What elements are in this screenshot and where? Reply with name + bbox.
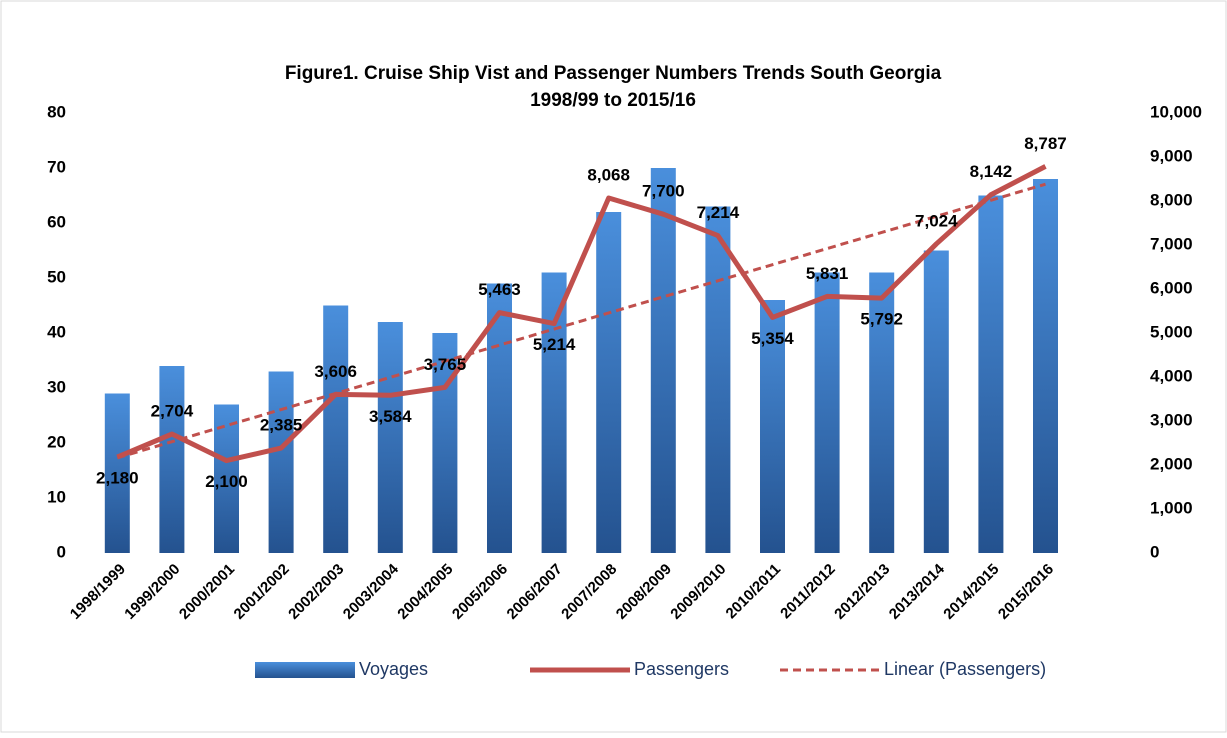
y-tick-label: 10 bbox=[47, 487, 66, 506]
chart-subtitle: 1998/99 to 2015/16 bbox=[530, 90, 696, 111]
y2-tick-label: 9,000 bbox=[1150, 146, 1193, 165]
y2-tick-label: 7,000 bbox=[1150, 234, 1193, 253]
bar bbox=[487, 283, 512, 553]
data-label: 5,354 bbox=[751, 329, 794, 348]
y2-tick-label: 3,000 bbox=[1150, 410, 1193, 429]
bar bbox=[159, 366, 185, 553]
y2-tick-label: 0 bbox=[1150, 542, 1159, 561]
trend-line bbox=[116, 182, 1046, 460]
y-tick-label: 70 bbox=[47, 157, 66, 176]
bar bbox=[760, 300, 785, 553]
y-tick-label: 30 bbox=[47, 377, 66, 396]
line bbox=[116, 164, 1047, 464]
legend-label: Passengers bbox=[634, 659, 729, 679]
bar bbox=[377, 322, 403, 553]
data-label: 7,024 bbox=[915, 211, 958, 230]
data-label: 2,100 bbox=[205, 472, 248, 491]
data-label: 8,068 bbox=[587, 165, 630, 184]
y2-tick-label: 8,000 bbox=[1150, 190, 1193, 209]
data-label: 3,606 bbox=[314, 362, 357, 381]
bar bbox=[923, 250, 949, 553]
bar bbox=[1033, 179, 1058, 553]
legend-label: Voyages bbox=[359, 659, 428, 679]
bar bbox=[268, 371, 294, 553]
data-label: 7,700 bbox=[642, 182, 685, 201]
data-label: 3,765 bbox=[424, 355, 467, 374]
legend-swatch bbox=[255, 662, 355, 678]
data-label: 3,584 bbox=[369, 407, 412, 426]
bar bbox=[541, 272, 567, 553]
y2-tick-label: 1,000 bbox=[1150, 498, 1193, 517]
data-label: 8,142 bbox=[970, 162, 1013, 181]
bar bbox=[650, 168, 676, 553]
data-label: 5,463 bbox=[478, 280, 521, 299]
data-label: 2,180 bbox=[96, 469, 139, 488]
chart-title: Figure1. Cruise Ship Vist and Passenger … bbox=[285, 63, 942, 84]
bar bbox=[432, 333, 458, 553]
y2-tick-label: 4,000 bbox=[1150, 366, 1193, 385]
y-tick-label: 80 bbox=[47, 102, 66, 121]
data-label: 2,385 bbox=[260, 416, 303, 435]
data-label: 7,214 bbox=[697, 203, 740, 222]
y-tick-label: 60 bbox=[47, 212, 66, 231]
bar bbox=[705, 206, 731, 553]
y2-tick-label: 6,000 bbox=[1150, 278, 1193, 297]
bar bbox=[814, 272, 840, 553]
y2-tick-label: 10,000 bbox=[1150, 102, 1202, 121]
bar bbox=[978, 195, 1004, 553]
bar bbox=[104, 393, 130, 553]
y-tick-label: 0 bbox=[57, 542, 66, 561]
y-tick-label: 40 bbox=[47, 322, 66, 341]
y2-tick-label: 5,000 bbox=[1150, 322, 1193, 341]
data-label: 2,704 bbox=[151, 402, 194, 421]
y-tick-label: 50 bbox=[47, 267, 66, 286]
data-label: 5,792 bbox=[860, 310, 903, 329]
data-label: 5,831 bbox=[806, 264, 849, 283]
y2-tick-label: 2,000 bbox=[1150, 454, 1193, 473]
bar bbox=[596, 212, 622, 553]
bar bbox=[323, 305, 349, 553]
data-label: 8,787 bbox=[1024, 134, 1067, 153]
data-label: 5,214 bbox=[533, 335, 576, 354]
y-tick-label: 20 bbox=[47, 432, 66, 451]
legend-label: Linear (Passengers) bbox=[884, 659, 1046, 679]
bar bbox=[869, 272, 895, 553]
